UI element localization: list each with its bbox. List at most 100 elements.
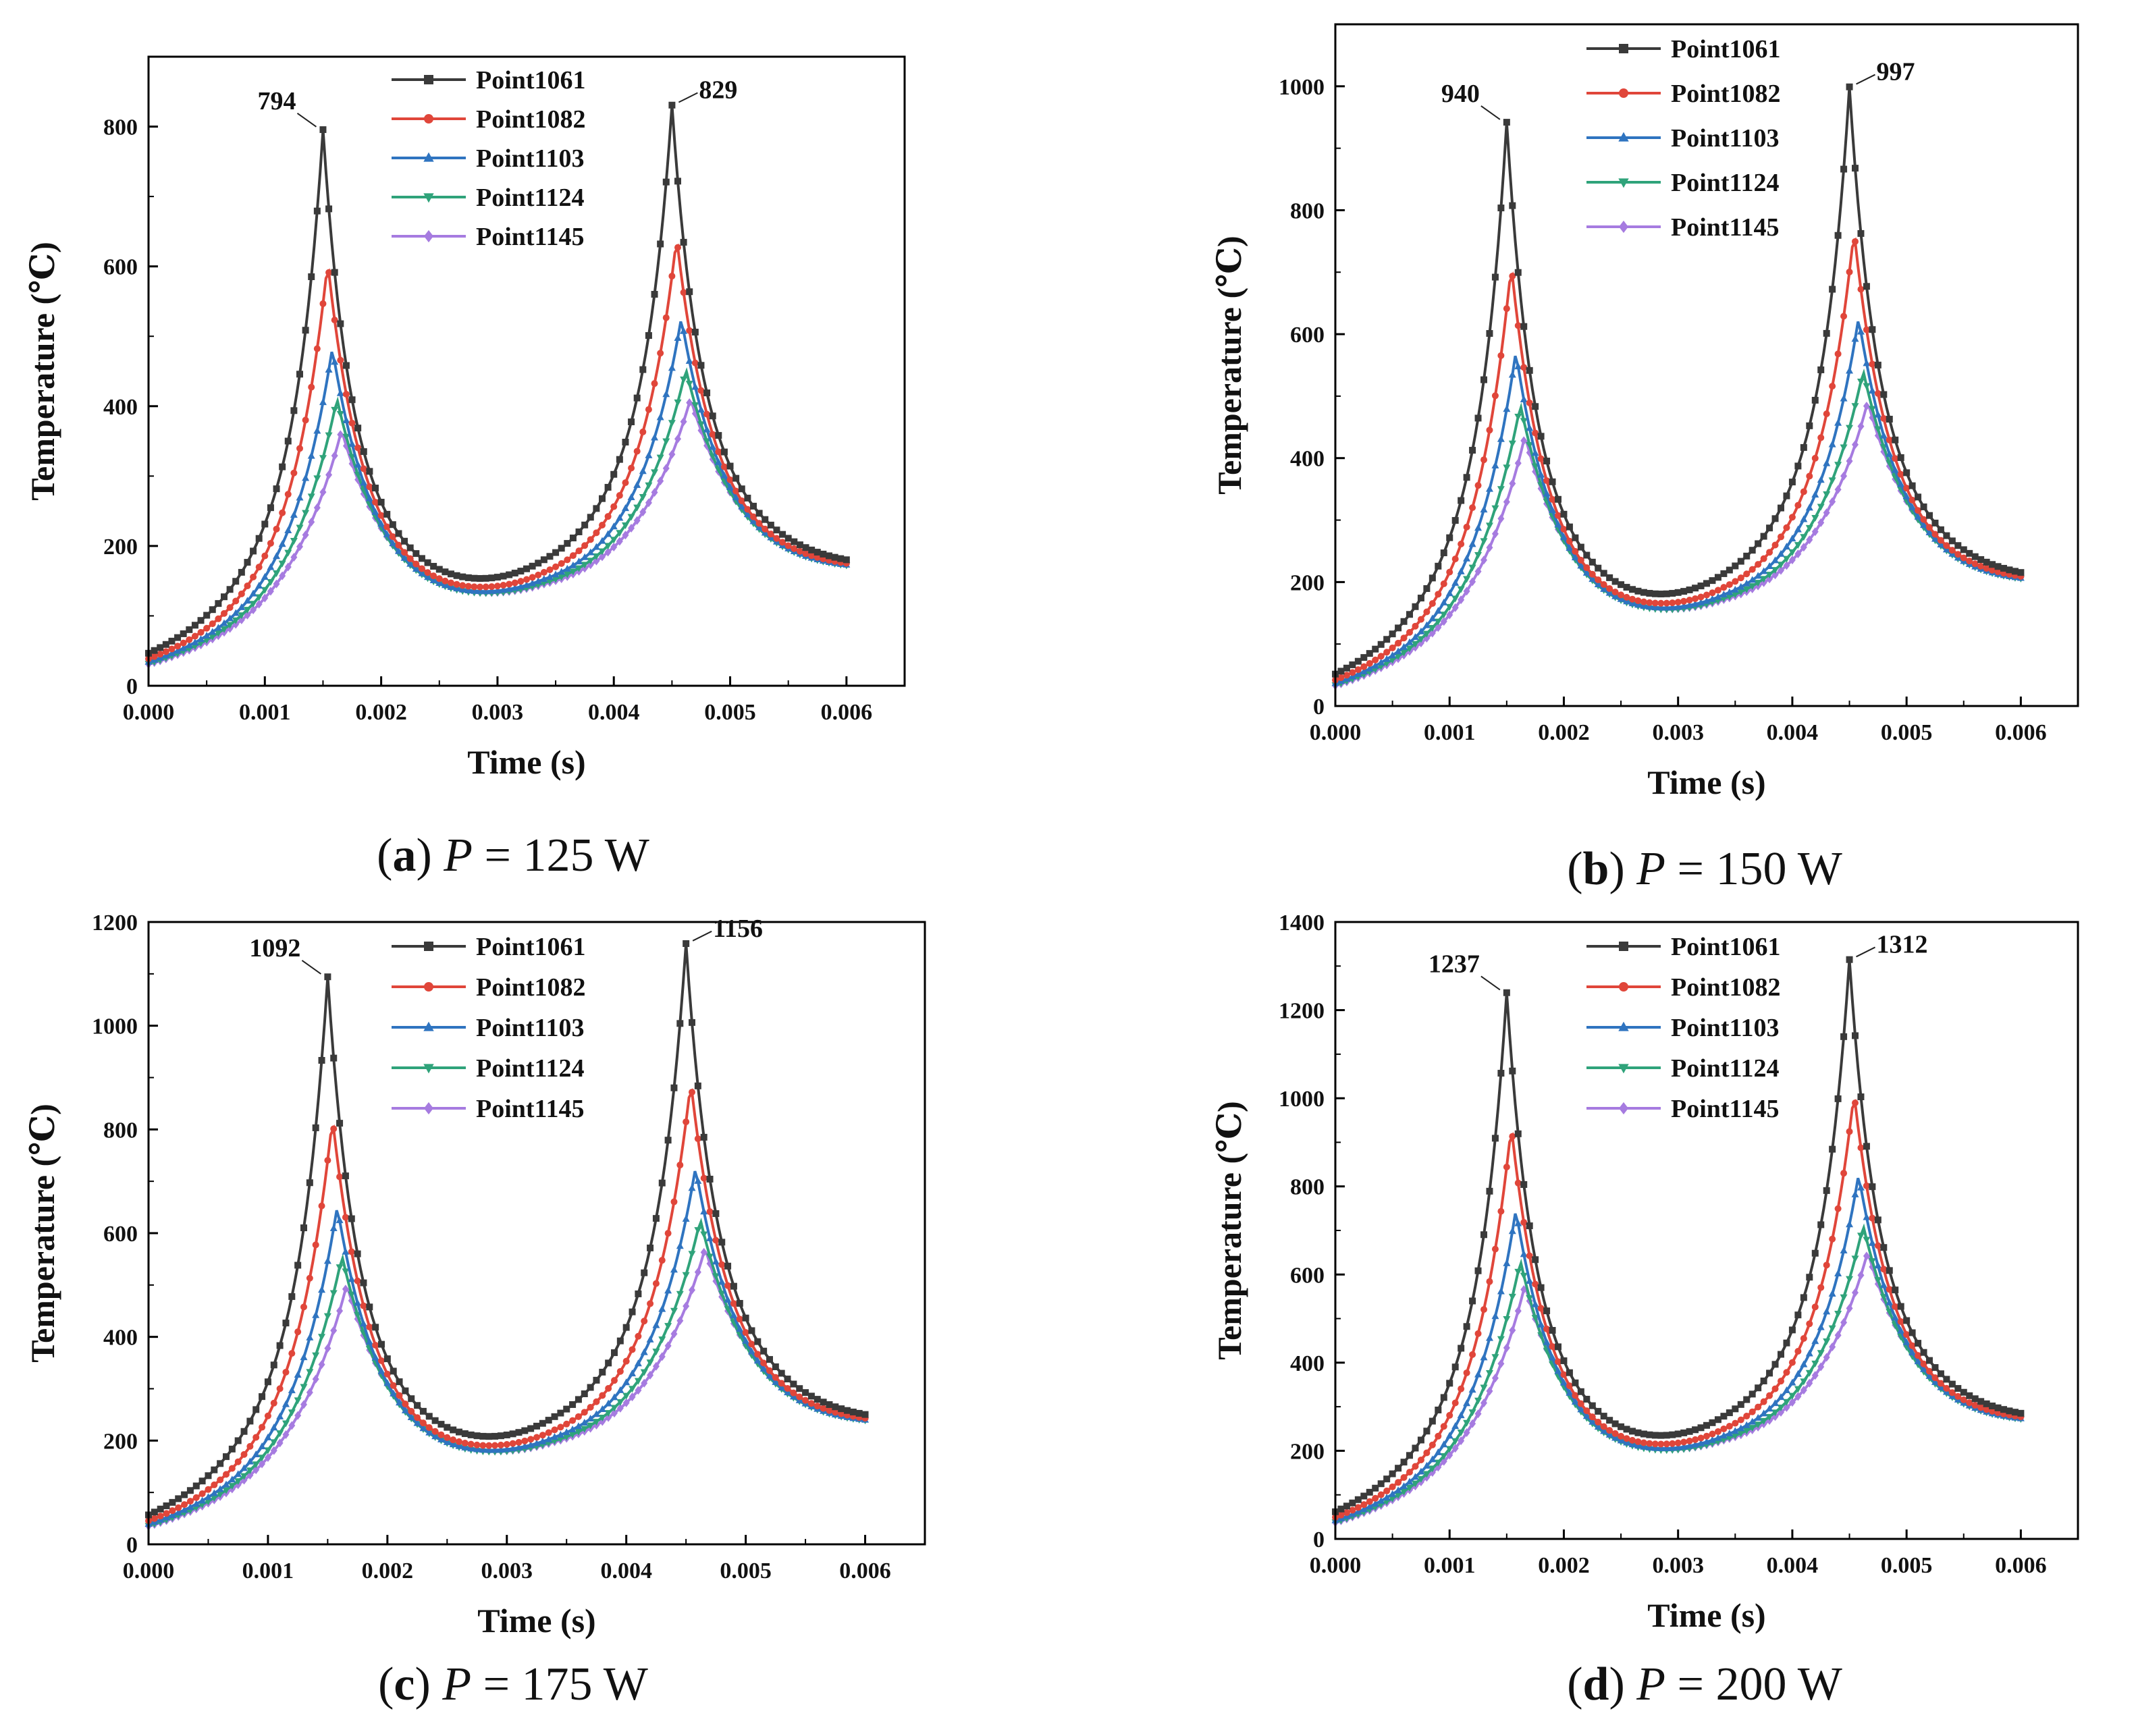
data-point <box>1485 485 1493 492</box>
data-point <box>1605 1430 1613 1438</box>
data-point <box>1748 547 1756 554</box>
data-point <box>1651 1432 1659 1439</box>
data-point <box>1618 591 1625 599</box>
legend-label: Point1103 <box>1671 124 1779 153</box>
data-point <box>296 493 304 501</box>
data-point <box>1760 555 1767 562</box>
data-point <box>1634 587 1642 595</box>
data-point <box>546 553 554 560</box>
data-point <box>633 516 641 525</box>
data-point <box>1908 1329 1916 1336</box>
data-point <box>592 1410 600 1417</box>
data-point <box>1457 1429 1465 1436</box>
data-point <box>1709 577 1716 585</box>
caption-variable: P <box>443 830 473 881</box>
data-point <box>1514 458 1522 468</box>
data-point <box>662 464 670 473</box>
series-Point1103 <box>1331 1177 2025 1523</box>
data-point <box>228 1483 236 1490</box>
data-point <box>1800 534 1808 541</box>
data-point <box>1743 1413 1751 1420</box>
x-tick-label: 0.002 <box>1538 720 1590 745</box>
data-point <box>563 571 571 578</box>
series-line-Point1145 <box>148 400 847 666</box>
data-point <box>521 1427 529 1434</box>
data-point <box>406 555 414 562</box>
data-point <box>802 550 809 558</box>
data-point <box>540 568 548 576</box>
data-point <box>259 1459 266 1469</box>
data-point <box>1657 603 1665 611</box>
data-point <box>1669 1440 1676 1447</box>
data-point <box>1532 429 1539 437</box>
data-point <box>1411 1473 1419 1480</box>
data-point <box>621 504 629 512</box>
data-point <box>1371 1500 1379 1507</box>
data-point <box>296 445 303 452</box>
data-point <box>424 559 431 566</box>
data-point <box>1383 636 1391 643</box>
data-point <box>1440 549 1447 557</box>
data-point <box>1868 387 1876 394</box>
data-point <box>1526 1277 1534 1284</box>
data-point <box>1634 1442 1642 1449</box>
y-tick-label: 600 <box>1290 1263 1325 1288</box>
data-point <box>754 1351 762 1358</box>
data-point <box>1840 165 1848 173</box>
data-point <box>1692 595 1699 602</box>
data-point <box>1651 1440 1659 1448</box>
x-tick-label: 0.000 <box>1310 720 1362 745</box>
data-point <box>234 1437 242 1444</box>
data-point <box>168 637 176 645</box>
data-point <box>712 1273 720 1280</box>
data-point <box>622 531 629 540</box>
data-point <box>300 1400 307 1409</box>
data-point <box>599 1368 606 1376</box>
data-point <box>1463 576 1471 583</box>
data-point <box>395 530 402 537</box>
data-point <box>366 468 373 475</box>
data-point <box>209 633 217 641</box>
data-point <box>389 533 396 541</box>
data-point <box>676 1291 684 1298</box>
data-point <box>509 1430 516 1438</box>
data-point <box>1851 1255 1859 1263</box>
data-point <box>664 1341 672 1351</box>
data-point <box>1794 1369 1802 1377</box>
data-point <box>697 421 705 429</box>
data-point <box>1383 649 1391 656</box>
series-line-Point1082 <box>1335 1098 2021 1519</box>
data-point <box>1337 1505 1345 1513</box>
data-point <box>1720 1425 1728 1432</box>
data-point <box>453 585 461 592</box>
data-point <box>1514 269 1522 276</box>
x-tick-label: 0.005 <box>720 1558 772 1583</box>
data-point <box>168 645 176 653</box>
data-point <box>837 555 845 562</box>
data-point <box>1526 367 1533 374</box>
data-point <box>252 1461 260 1469</box>
data-point <box>205 1486 212 1493</box>
data-point <box>610 503 618 510</box>
data-point <box>1920 521 1928 528</box>
data-point <box>325 432 333 439</box>
data-point <box>1863 1213 1871 1220</box>
data-point <box>300 1353 308 1361</box>
series-Point1082 <box>145 243 850 663</box>
series-Point1061 <box>145 101 850 657</box>
series-Point1145 <box>1332 1251 2025 1527</box>
y-tick-label: 400 <box>1290 1351 1325 1376</box>
data-point <box>1349 1507 1356 1514</box>
data-point <box>791 545 798 552</box>
data-point <box>1458 1436 1465 1446</box>
data-point <box>521 1437 529 1444</box>
data-point <box>329 1290 338 1297</box>
data-point <box>1406 1469 1413 1476</box>
data-point <box>221 609 228 617</box>
data-point <box>1629 1436 1636 1444</box>
data-point <box>629 1369 637 1377</box>
data-point <box>1555 495 1561 503</box>
data-point <box>1668 603 1676 611</box>
data-point <box>1343 672 1350 679</box>
chart-panel-b: 0.000 0.001 0.002 0.003 0.004 0.005 0.00602004… <box>1210 23 2079 895</box>
